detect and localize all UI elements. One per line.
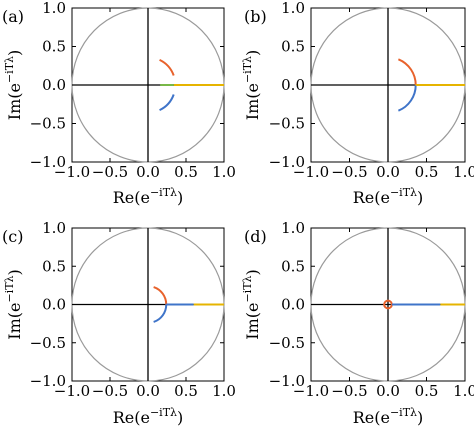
panel-label: (d) xyxy=(244,227,267,246)
y-tick-label: 0.0 xyxy=(42,76,66,94)
y-tick-label: −1.0 xyxy=(269,153,305,171)
x-axis-label: Re(e−iTλ) xyxy=(353,406,424,427)
x-tick-label: 1.0 xyxy=(212,382,236,400)
series-arc xyxy=(397,84,417,112)
y-tick-label: 0.5 xyxy=(42,38,66,56)
y-tick-label: −0.5 xyxy=(30,334,66,352)
y-axis-label: Im(e−iTλ) xyxy=(3,269,24,340)
y-axis-label: Im(e−iTλ) xyxy=(241,269,262,340)
y-tick-label: −1.0 xyxy=(269,372,305,390)
x-tick-label: −0.5 xyxy=(331,163,367,181)
y-tick-label: 0.0 xyxy=(281,76,305,94)
y-tick-label: 1.0 xyxy=(281,219,305,237)
x-tick-label: 1.0 xyxy=(453,382,474,400)
x-axis-label: Re(e−iTλ) xyxy=(113,406,184,427)
x-tick-label: 0.0 xyxy=(136,382,160,400)
panel-1: −1.0 −0.5 0.0 0.5 1.01.00.50.0−0.5−1.0(a)Im(… xyxy=(2,0,236,181)
x-tick-label: −0.5 xyxy=(331,382,367,400)
series-arc xyxy=(153,286,168,305)
y-tick-label: 1.0 xyxy=(281,0,305,17)
x-tick-label: 1.0 xyxy=(453,163,474,181)
x-tick-label: −0.5 xyxy=(92,382,128,400)
y-tick-label: −0.5 xyxy=(269,115,305,133)
y-tick-label: 1.0 xyxy=(42,0,66,17)
y-tick-label: −0.5 xyxy=(30,115,66,133)
panel-4: −1.0 −0.5 0.0 0.5 1.01.00.50.0−0.5−1.0(d)Re(… xyxy=(244,219,474,427)
panel-label: (b) xyxy=(244,7,267,26)
x-tick-label: 0.0 xyxy=(376,163,400,181)
y-tick-label: −0.5 xyxy=(269,334,305,352)
x-tick-label: −1.0 xyxy=(54,382,90,400)
x-tick-label: −0.5 xyxy=(92,163,128,181)
y-tick-label: 0.0 xyxy=(281,296,305,314)
series-arc xyxy=(153,304,168,323)
panel-label: (c) xyxy=(2,227,23,246)
y-axis-label: Im(e−iTλ) xyxy=(241,50,262,121)
series-arc xyxy=(159,94,175,112)
x-axis-label: Re(e−iTλ) xyxy=(113,186,184,207)
x-tick-label: 0.5 xyxy=(174,382,198,400)
panel-3: −1.0 −0.5 0.0 0.5 1.01.00.50.0−0.5−1.0(c)Im(… xyxy=(2,219,236,400)
series-arc xyxy=(397,58,417,86)
y-axis-label: Im(e−iTλ) xyxy=(3,50,24,121)
y-tick-label: −1.0 xyxy=(30,372,66,390)
x-axis-label: Re(e−iTλ) xyxy=(353,186,424,207)
x-tick-label: 0.5 xyxy=(415,382,439,400)
y-tick-label: −1.0 xyxy=(30,153,66,171)
x-tick-label: −1.0 xyxy=(54,163,90,181)
x-tick-label: 0.0 xyxy=(376,382,400,400)
x-tick-label: −1.0 xyxy=(293,163,329,181)
x-tick-label: −1.0 xyxy=(293,382,329,400)
y-tick-label: 0.5 xyxy=(42,257,66,275)
x-tick-label: 0.5 xyxy=(174,163,198,181)
y-tick-label: 0.5 xyxy=(281,38,305,56)
panel-2: −1.0 −0.5 0.0 0.5 1.01.00.50.0−0.5−1.0(b)Re(… xyxy=(244,0,474,207)
y-tick-label: 1.0 xyxy=(42,219,66,237)
panel-label: (a) xyxy=(2,7,24,26)
series-arc xyxy=(159,58,175,76)
y-tick-label: 0.5 xyxy=(281,257,305,275)
y-tick-label: 0.0 xyxy=(42,296,66,314)
x-tick-label: 0.5 xyxy=(415,163,439,181)
x-tick-label: 1.0 xyxy=(212,163,236,181)
x-tick-label: 0.0 xyxy=(136,163,160,181)
